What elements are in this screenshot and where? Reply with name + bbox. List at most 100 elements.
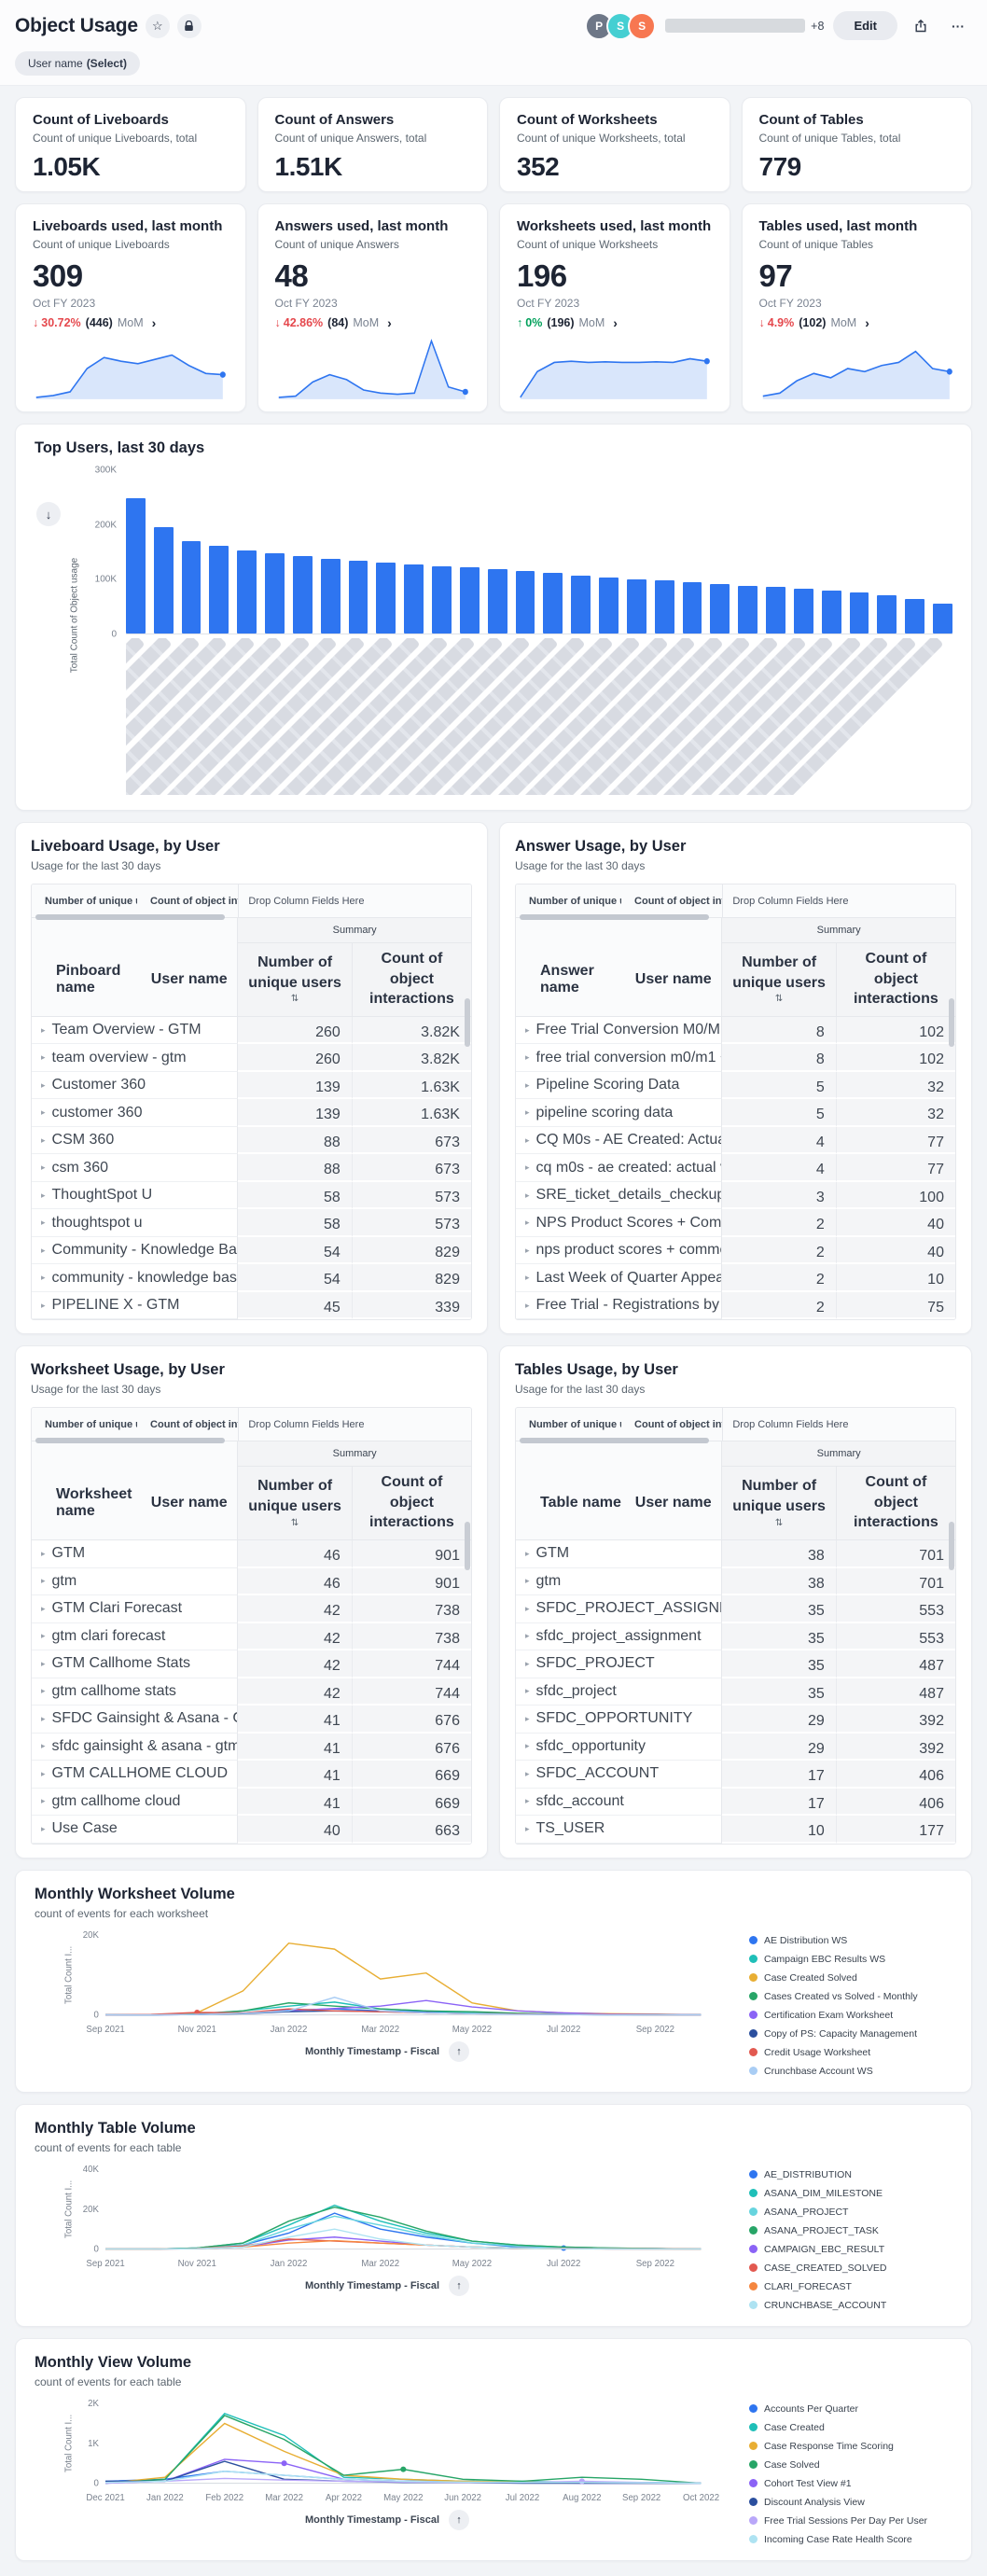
horizontal-scrollbar[interactable] [35, 914, 225, 920]
measure-chip[interactable]: Number of unique u... [45, 1418, 137, 1430]
user-usage-bar[interactable] [265, 552, 285, 634]
user-usage-bar[interactable] [710, 583, 730, 634]
user-usage-bar[interactable] [877, 595, 897, 634]
legend-item[interactable]: Crunchbase Account WS [749, 2066, 952, 2077]
expand-caret-icon[interactable]: ▸ [41, 1190, 46, 1200]
table-row[interactable]: ▸ TS_USER 10 177 [516, 1816, 955, 1844]
table-row[interactable]: ▸ SFDC_PROJECT 35 487 [516, 1650, 955, 1678]
table-row[interactable]: ▸ SFDC Gainsight & Asana - GTM41676 [32, 1706, 471, 1734]
legend-item[interactable]: Campaign EBC Results WS [749, 1954, 952, 1965]
measure-chip[interactable]: Count of object inte... [150, 1418, 238, 1430]
user-usage-bar[interactable] [348, 560, 368, 634]
legend-item[interactable]: Copy of PS: Capacity Management [749, 2028, 952, 2040]
table-row[interactable]: ▸ Community - Knowledge Base Articles5482… [32, 1236, 471, 1265]
expand-caret-icon[interactable]: ▸ [41, 1273, 46, 1283]
sort-ascending-button[interactable]: ↑ [449, 2040, 470, 2062]
sort-icon[interactable]: ⇅ [290, 994, 299, 1005]
user-usage-bar[interactable] [376, 563, 396, 634]
expand-caret-icon[interactable]: ▸ [525, 1823, 530, 1833]
mom-change[interactable]: ↑ 0% (196) MoM › [517, 315, 713, 330]
legend-item[interactable]: Case Solved [749, 2459, 952, 2471]
name-column-header[interactable]: Worksheet name [56, 1486, 132, 1520]
sort-icon[interactable]: ⇅ [774, 994, 784, 1005]
share-button[interactable] [907, 12, 935, 40]
measure-chip[interactable]: Count of object inte... [634, 895, 722, 907]
unique-users-column-header[interactable]: Number of unique users ⇅ [722, 1467, 837, 1541]
table-row[interactable]: ▸ SFDC_PROJECT_ASSIGNMENT35553 [516, 1595, 955, 1623]
table-row[interactable]: ▸ PIPELINE X - GTM 45 339 [32, 1291, 471, 1320]
legend-item[interactable]: Cases Created vs Solved - Monthly [749, 1991, 952, 2002]
trend-card-worksheets[interactable]: Worksheets used, last month Count of uni… [499, 203, 730, 412]
user-usage-bar[interactable] [682, 582, 702, 634]
user-usage-bar[interactable] [126, 498, 146, 634]
interactions-column-header[interactable]: Count of object interactions [836, 943, 955, 1017]
table-row[interactable]: ▸ SFDC_ACCOUNT 17 406 [516, 1761, 955, 1789]
legend-item[interactable]: AE_DISTRIBUTION [749, 2169, 952, 2180]
table-row[interactable]: ▸ Pipeline Scoring Data 5 32 [516, 1071, 955, 1100]
table-row[interactable]: ▸ SFDC_OPPORTUNITY 29 392 [516, 1706, 955, 1734]
name-column-header[interactable]: Pinboard name [56, 962, 121, 996]
kpi-card-worksheets[interactable]: Count of Worksheets Count of unique Work… [499, 97, 730, 192]
user-usage-bar[interactable] [738, 585, 758, 634]
user-usage-bar[interactable] [432, 565, 452, 634]
user-usage-bar[interactable] [487, 569, 507, 634]
table-row[interactable]: ▸ ThoughtSpot U 58 573 [32, 1181, 471, 1210]
table-row[interactable]: ▸ NPS Product Scores + Comments Last 2 ye… [516, 1209, 955, 1237]
expand-caret-icon[interactable]: ▸ [525, 1741, 530, 1751]
vertical-scrollbar[interactable] [465, 1522, 470, 1571]
name-column-headers[interactable]: Worksheet name User name [32, 1467, 239, 1541]
trend-card-tables[interactable]: Tables used, last month Count of unique … [741, 203, 972, 412]
expand-caret-icon[interactable]: ▸ [525, 1603, 530, 1613]
table-row[interactable]: ▸ sfdc_project_assignment 35 553 [516, 1622, 955, 1651]
table-row[interactable]: ▸ csm 360 88 673 [32, 1154, 471, 1182]
user-usage-bar[interactable] [654, 580, 674, 634]
interactions-column-header[interactable]: Count of object interactions [836, 1467, 955, 1541]
expand-caret-icon[interactable]: ▸ [525, 1163, 530, 1173]
chevron-right-icon[interactable]: › [151, 315, 157, 330]
kpi-card-liveboards[interactable]: Count of Liveboards Count of unique Live… [15, 97, 246, 192]
user-usage-bar[interactable] [181, 540, 202, 634]
horizontal-scrollbar[interactable] [520, 1438, 709, 1444]
mom-change[interactable]: ↓ 4.9% (102) MoM › [759, 315, 955, 330]
user-usage-bar[interactable] [404, 564, 424, 634]
expand-caret-icon[interactable]: ▸ [525, 1796, 530, 1806]
user-usage-bar[interactable] [153, 526, 174, 634]
kpi-card-tables[interactable]: Count of Tables Count of unique Tables, … [741, 97, 972, 192]
kpi-card-answers[interactable]: Count of Answers Count of unique Answers… [257, 97, 488, 192]
user-usage-bar[interactable] [543, 573, 563, 634]
legend-item[interactable]: ASANA_PROJECT [749, 2207, 952, 2218]
expand-caret-icon[interactable]: ▸ [525, 1713, 530, 1723]
table-row[interactable]: ▸ sfdc_project 35 487 [516, 1678, 955, 1706]
legend-item[interactable]: Case Created [749, 2422, 952, 2433]
trend-card-answers[interactable]: Answers used, last month Count of unique… [257, 203, 488, 412]
user-column-header[interactable]: User name [150, 970, 228, 987]
lock-icon[interactable] [176, 13, 202, 38]
user-usage-bar[interactable] [209, 546, 229, 634]
interactions-column-header[interactable]: Count of object interactions [352, 943, 471, 1017]
interactions-column-header[interactable]: Count of object interactions [352, 1467, 471, 1541]
measure-chip[interactable]: Count of object inte... [150, 895, 238, 907]
legend-item[interactable]: Cohort Test View #1 [749, 2478, 952, 2489]
table-row[interactable]: ▸ Free Trial - Registrations by Source - … [516, 1291, 955, 1320]
expand-caret-icon[interactable]: ▸ [525, 1686, 530, 1696]
table-row[interactable]: ▸ gtm 46 901 [32, 1567, 471, 1596]
sort-ascending-button[interactable]: ↑ [449, 2509, 470, 2530]
expand-caret-icon[interactable]: ▸ [525, 1548, 530, 1558]
expand-caret-icon[interactable]: ▸ [525, 1135, 530, 1145]
expand-caret-icon[interactable]: ▸ [525, 1245, 530, 1255]
expand-caret-icon[interactable]: ▸ [525, 1273, 530, 1283]
user-usage-bar[interactable] [599, 577, 619, 634]
expand-caret-icon[interactable]: ▸ [41, 1713, 46, 1723]
user-column-header[interactable]: User name [634, 970, 712, 987]
table-row[interactable]: ▸ GTM Clari Forecast 42 738 [32, 1595, 471, 1623]
expand-caret-icon[interactable]: ▸ [41, 1658, 46, 1668]
user-usage-bar[interactable] [626, 578, 646, 634]
table-row[interactable]: ▸ thoughtspot u 58 573 [32, 1209, 471, 1237]
user-usage-bar[interactable] [905, 599, 925, 634]
legend-item[interactable]: ASANA_DIM_MILESTONE [749, 2188, 952, 2199]
expand-caret-icon[interactable]: ▸ [41, 1823, 46, 1833]
name-column-header[interactable]: Table name [540, 1495, 621, 1511]
expand-caret-icon[interactable]: ▸ [525, 1190, 530, 1200]
user-usage-bar[interactable] [292, 555, 313, 634]
expand-caret-icon[interactable]: ▸ [41, 1603, 46, 1613]
